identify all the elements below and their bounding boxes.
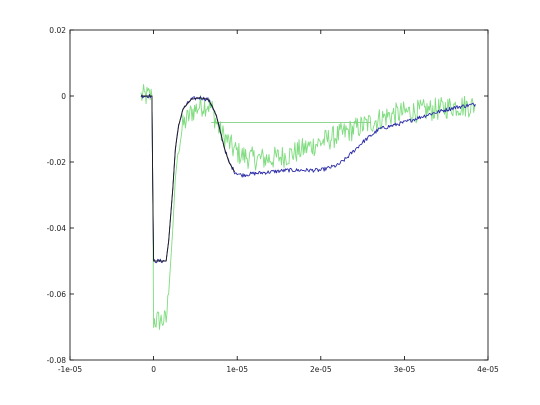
x-tick-label: 4e-05: [477, 365, 499, 374]
x-tick-label: -1e-05: [58, 365, 83, 374]
plot-frame: [69, 29, 489, 361]
x-tick-label: 1e-05: [226, 365, 248, 374]
x-tick-label: 3e-05: [394, 365, 416, 374]
series-line-1: [140, 84, 476, 330]
y-axis-ticks: 0.02 0 -0.02 -0.04 -0.06 -0.08: [47, 26, 488, 365]
series-layer: [140, 84, 476, 330]
y-tick-label: -0.04: [47, 224, 67, 233]
x-tick-label: 0: [151, 365, 156, 374]
y-tick-label: 0.02: [49, 26, 66, 35]
x-axis-ticks: -1e-05 0 1e-05 2e-05 3e-05 4e-05: [58, 30, 499, 374]
x-tick-label: 2e-05: [310, 365, 332, 374]
y-tick-label: -0.02: [47, 158, 67, 167]
y-tick-label: -0.08: [47, 356, 67, 365]
series-line-3: [140, 93, 476, 264]
y-tick-label: -0.06: [47, 290, 67, 299]
series-line-4: [141, 95, 236, 262]
y-tick-label: 0: [61, 92, 66, 101]
